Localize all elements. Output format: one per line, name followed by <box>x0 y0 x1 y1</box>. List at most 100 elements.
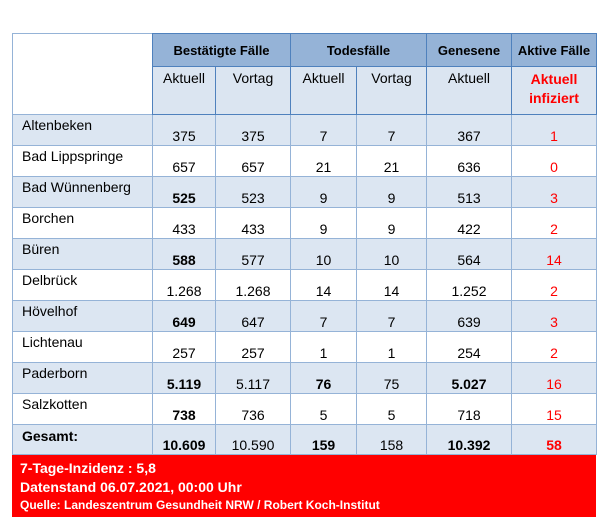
aktive-infiziert-cell: 0 <box>511 145 597 177</box>
genesene-aktuell-cell: 564 <box>426 238 512 270</box>
bestaetigte-vortag-cell: 375 <box>215 114 291 146</box>
bestaetigte-aktuell-cell: 588 <box>152 238 216 270</box>
municipality-name-cell: Lichtenau <box>12 331 153 363</box>
aktive-infiziert-cell: 2 <box>511 331 597 363</box>
sub-todes-aktuell: Aktuell <box>290 66 357 115</box>
genesene-aktuell-cell: 422 <box>426 207 512 239</box>
sub-todes-vortag: Vortag <box>356 66 427 115</box>
todes-aktuell-cell: 76 <box>290 362 357 394</box>
sub-bestaetigte-aktuell: Aktuell <box>152 66 216 115</box>
municipality-name-cell: Büren <box>12 238 153 270</box>
footer-datenstand: Datenstand 06.07.2021, 00:00 Uhr <box>20 479 242 495</box>
header-genesene: Genesene <box>426 33 512 67</box>
total-aktive: 58 <box>511 424 597 455</box>
sub-genesene-aktuell: Aktuell <box>426 66 512 115</box>
bestaetigte-vortag-cell: 577 <box>215 238 291 270</box>
total-bestaetigte-aktuell: 10.609 <box>152 424 216 455</box>
bestaetigte-aktuell-cell: 649 <box>152 300 216 332</box>
municipality-name-cell: Paderborn <box>12 362 153 394</box>
bestaetigte-vortag-cell: 647 <box>215 300 291 332</box>
bestaetigte-aktuell-cell: 738 <box>152 393 216 425</box>
genesene-aktuell-cell: 513 <box>426 176 512 208</box>
footer-box: 7-Tage-Inzidenz : 5,8 Datenstand 06.07.2… <box>12 455 596 517</box>
bestaetigte-vortag-cell: 657 <box>215 145 291 177</box>
genesene-aktuell-cell: 636 <box>426 145 512 177</box>
bestaetigte-vortag-cell: 257 <box>215 331 291 363</box>
bestaetigte-aktuell-cell: 1.268 <box>152 269 216 301</box>
aktive-infiziert-cell: 2 <box>511 207 597 239</box>
table-row: Hövelhof 649 647 7 7 639 3 <box>12 300 597 332</box>
aktive-infiziert-cell: 16 <box>511 362 597 394</box>
genesene-aktuell-cell: 639 <box>426 300 512 332</box>
total-todes-vortag: 158 <box>356 424 427 455</box>
todes-vortag-cell: 7 <box>356 114 427 146</box>
municipality-name-cell: Borchen <box>12 207 153 239</box>
header-row-sub: Aktuell Vortag Aktuell Vortag Aktuell Ak… <box>12 66 597 115</box>
sub-bestaetigte-vortag: Vortag <box>215 66 291 115</box>
todes-aktuell-cell: 5 <box>290 393 357 425</box>
todes-aktuell-cell: 10 <box>290 238 357 270</box>
header-row-groups: Bestätigte Fälle Todesfälle Genesene Akt… <box>12 33 597 67</box>
table-row: Salzkotten 738 736 5 5 718 15 <box>12 393 597 425</box>
header-bestaetigte: Bestätigte Fälle <box>152 33 291 67</box>
header-spacer-2 <box>12 66 153 115</box>
table-row: Büren 588 577 10 10 564 14 <box>12 238 597 270</box>
todes-vortag-cell: 21 <box>356 145 427 177</box>
todes-vortag-cell: 7 <box>356 300 427 332</box>
todes-vortag-cell: 75 <box>356 362 427 394</box>
todes-aktuell-cell: 21 <box>290 145 357 177</box>
todes-vortag-cell: 1 <box>356 331 427 363</box>
bestaetigte-aktuell-cell: 5.119 <box>152 362 216 394</box>
todes-vortag-cell: 5 <box>356 393 427 425</box>
table-row: Lichtenau 257 257 1 1 254 2 <box>12 331 597 363</box>
sub-aktive: Aktuell infiziert <box>511 66 597 115</box>
total-bestaetigte-vortag: 10.590 <box>215 424 291 455</box>
total-todes-aktuell: 159 <box>290 424 357 455</box>
aktive-infiziert-cell: 3 <box>511 176 597 208</box>
bestaetigte-vortag-cell: 523 <box>215 176 291 208</box>
genesene-aktuell-cell: 5.027 <box>426 362 512 394</box>
bestaetigte-vortag-cell: 433 <box>215 207 291 239</box>
bestaetigte-aktuell-cell: 525 <box>152 176 216 208</box>
total-label: Gesamt: <box>12 424 153 455</box>
todes-aktuell-cell: 1 <box>290 331 357 363</box>
footer-quelle: Quelle: Landeszentrum Gesundheit NRW / R… <box>20 498 380 512</box>
municipality-name-cell: Salzkotten <box>12 393 153 425</box>
bestaetigte-vortag-cell: 5.117 <box>215 362 291 394</box>
footer-inzidenz: 7-Tage-Inzidenz : 5,8 <box>20 460 156 476</box>
genesene-aktuell-cell: 254 <box>426 331 512 363</box>
todes-aktuell-cell: 9 <box>290 207 357 239</box>
header-spacer <box>12 33 153 67</box>
genesene-aktuell-cell: 718 <box>426 393 512 425</box>
municipality-name-cell: Bad Lippspringe <box>12 145 153 177</box>
bestaetigte-aktuell-cell: 433 <box>152 207 216 239</box>
covid-stats-table: Bestätigte Fälle Todesfälle Genesene Akt… <box>12 33 597 455</box>
sub-aktive-line1: Aktuell <box>530 71 578 87</box>
sub-aktive-line2: infiziert <box>529 90 579 106</box>
municipality-name-cell: Altenbeken <box>12 114 153 146</box>
table-row: Bad Lippspringe 657 657 21 21 636 0 <box>12 145 597 177</box>
todes-aktuell-cell: 7 <box>290 114 357 146</box>
bestaetigte-aktuell-cell: 257 <box>152 331 216 363</box>
aktive-infiziert-cell: 1 <box>511 114 597 146</box>
table-row: Paderborn 5.119 5.117 76 75 5.027 16 <box>12 362 597 394</box>
aktive-infiziert-cell: 3 <box>511 300 597 332</box>
genesene-aktuell-cell: 1.252 <box>426 269 512 301</box>
bestaetigte-aktuell-cell: 657 <box>152 145 216 177</box>
municipality-name-cell: Hövelhof <box>12 300 153 332</box>
table-body: Altenbeken 375 375 7 7 367 1 Bad Lippspringe 657… <box>12 114 597 425</box>
aktive-infiziert-cell: 14 <box>511 238 597 270</box>
todes-vortag-cell: 10 <box>356 238 427 270</box>
municipality-name-cell: Delbrück <box>12 269 153 301</box>
bestaetigte-vortag-cell: 736 <box>215 393 291 425</box>
aktive-infiziert-cell: 2 <box>511 269 597 301</box>
todes-vortag-cell: 9 <box>356 207 427 239</box>
covid-table-container: Bestätigte Fälle Todesfälle Genesene Akt… <box>12 33 597 517</box>
table-row: Altenbeken 375 375 7 7 367 1 <box>12 114 597 146</box>
todes-aktuell-cell: 7 <box>290 300 357 332</box>
total-row: Gesamt: 10.609 10.590 159 158 10.392 58 <box>12 424 597 455</box>
todes-vortag-cell: 9 <box>356 176 427 208</box>
bestaetigte-vortag-cell: 1.268 <box>215 269 291 301</box>
table-row: Borchen 433 433 9 9 422 2 <box>12 207 597 239</box>
todes-aktuell-cell: 9 <box>290 176 357 208</box>
